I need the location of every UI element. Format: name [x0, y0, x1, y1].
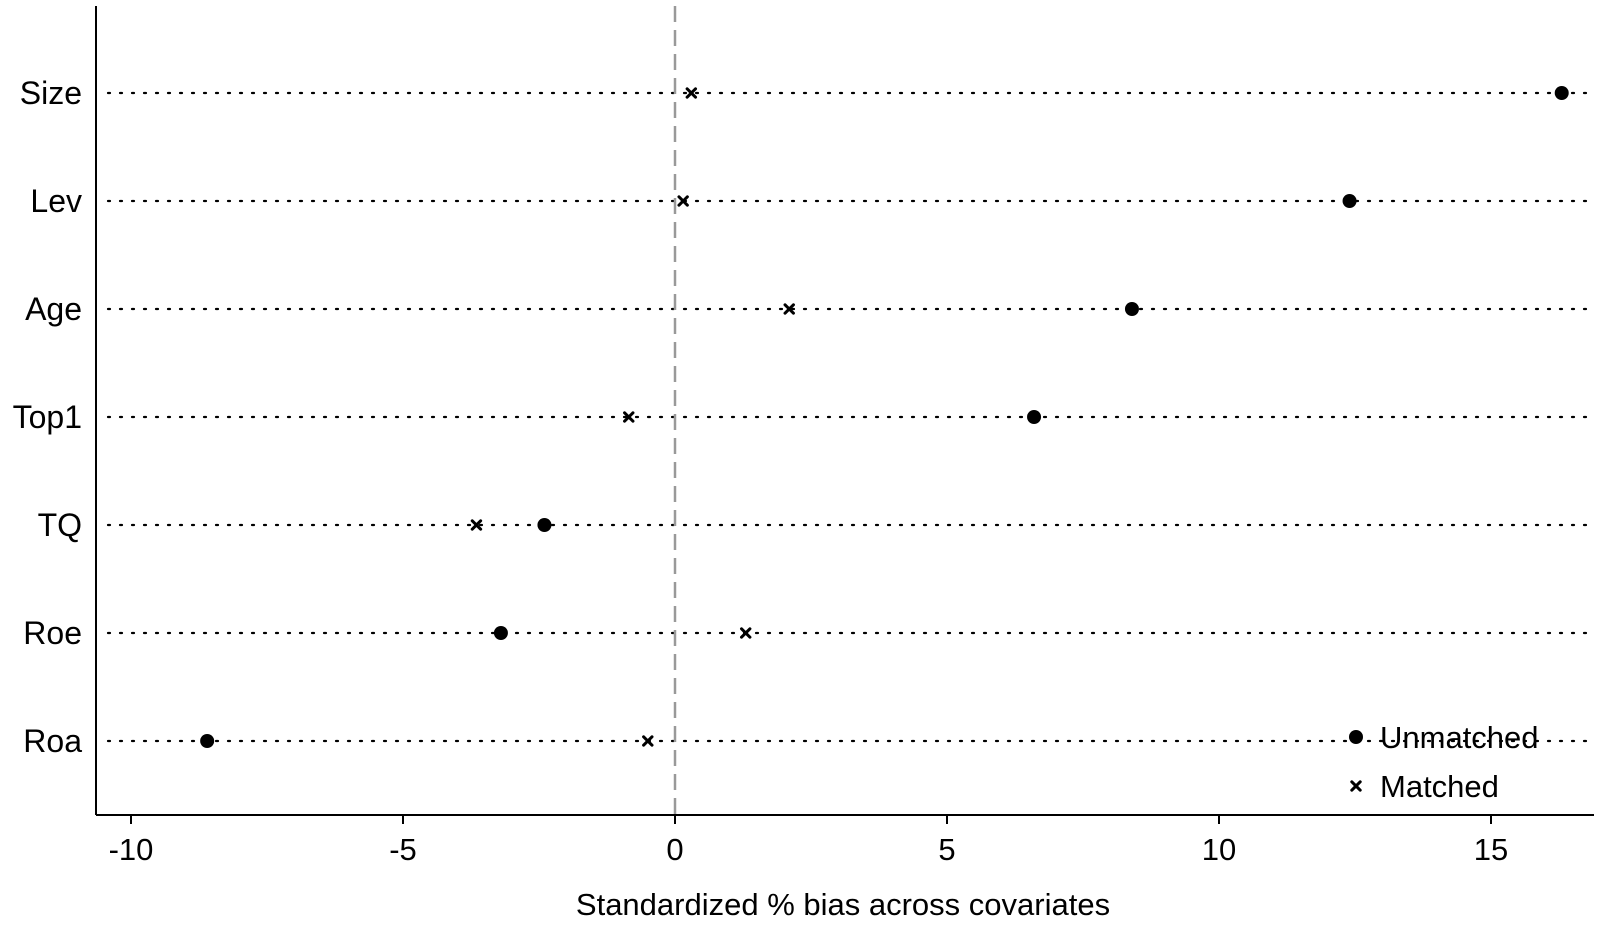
legend-label: Matched — [1380, 769, 1499, 804]
legend: Unmatched Matched — [1349, 720, 1539, 804]
point-unmatched-top1 — [1027, 410, 1042, 424]
legend-item-matched: Matched — [1350, 769, 1499, 804]
point-matched-roa — [642, 735, 654, 747]
data-points — [200, 86, 1569, 748]
legend-marker-cross — [1350, 780, 1362, 792]
point-unmatched-lev — [1342, 194, 1357, 208]
x-axis-title: Standardized % bias across covariates — [576, 887, 1110, 922]
y-label-size: Size — [20, 75, 82, 111]
point-matched-top1 — [623, 411, 635, 423]
axes — [95, 6, 1594, 816]
point-matched-tq — [470, 519, 483, 531]
covariate-guide-lines — [106, 91, 1596, 743]
y-label-lev: Lev — [30, 183, 82, 219]
y-label-tq: TQ — [38, 507, 82, 543]
point-unmatched-tq — [537, 518, 552, 532]
point-unmatched-age — [1124, 302, 1139, 316]
legend-label: Unmatched — [1380, 720, 1539, 755]
point-matched-age — [783, 303, 795, 315]
point-matched-size — [685, 87, 698, 99]
y-label-roa: Roa — [23, 723, 82, 759]
legend-marker-circle — [1349, 730, 1363, 744]
point-unmatched-roe — [493, 626, 508, 640]
legend-item-unmatched: Unmatched — [1349, 720, 1539, 755]
x-tick-label: 15 — [1474, 832, 1508, 867]
point-unmatched-size — [1554, 86, 1569, 100]
x-tick-label: -5 — [389, 832, 417, 867]
y-label-top1: Top1 — [13, 399, 82, 435]
x-tick-label: 0 — [666, 832, 683, 867]
y-label-age: Age — [25, 291, 82, 327]
point-unmatched-roa — [200, 734, 215, 748]
series-unmatched — [200, 86, 1569, 748]
x-axis-ticks: -10 -5 0 5 10 15 — [109, 815, 1508, 867]
y-label-roe: Roe — [23, 615, 82, 651]
point-matched-lev — [677, 195, 689, 207]
point-matched-roe — [740, 627, 752, 639]
x-tick-label: 5 — [938, 832, 955, 867]
x-tick-label: -10 — [109, 832, 154, 867]
y-axis-labels: Size Lev Age Top1 TQ Roe Roa — [13, 75, 83, 759]
x-tick-label: 10 — [1202, 832, 1236, 867]
series-matched — [470, 87, 795, 747]
